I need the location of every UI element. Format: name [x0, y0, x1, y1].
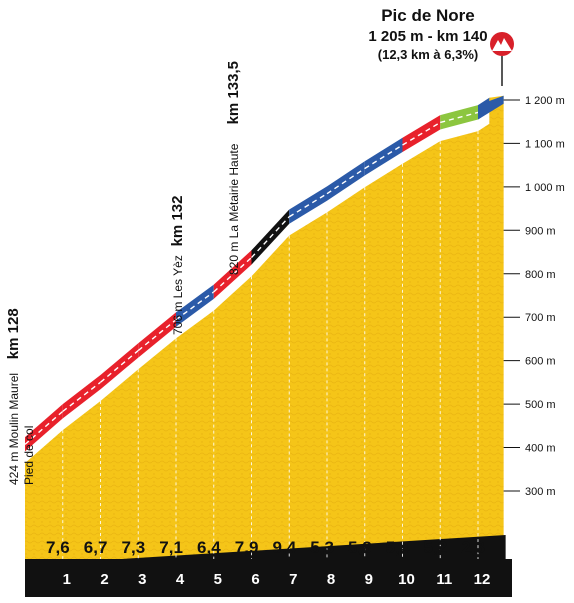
gradient-label: 9,4	[273, 538, 297, 557]
km-marker-label: 5	[214, 571, 222, 588]
km-marker-label: 6	[251, 571, 259, 588]
y-tick-label: 600 m	[525, 356, 556, 368]
y-tick-label: 1 000 m	[525, 182, 565, 194]
road-centerline	[137, 319, 177, 352]
y-tick-label: 1 200 m	[525, 95, 565, 107]
km-marker-label: 9	[365, 571, 373, 588]
gradient-label: 7,9	[235, 538, 259, 557]
gradient-label: 5,8	[348, 538, 372, 557]
waypoint-note: Pied de col	[22, 426, 36, 485]
waypoint-name: 424 m Moulin Maurel	[7, 373, 21, 485]
gradient-label: 6,4	[197, 538, 221, 557]
km-base-strip	[25, 565, 512, 597]
road-centerline	[440, 111, 479, 124]
waypoint-km: km 133,5	[225, 61, 242, 124]
road-segment	[25, 404, 63, 452]
km-marker-label: 12	[474, 571, 491, 588]
chart-subtitle: 1 205 m - km 140	[368, 28, 487, 45]
waypoint-name: 706 m Les Yèz	[171, 255, 185, 335]
waypoint-name: 820 m La Métairie Haute	[227, 143, 241, 275]
chart-subtitle-gradient: (12,3 km à 6,3%)	[378, 47, 478, 62]
y-tick-label: 300 m	[525, 486, 556, 498]
road-segment	[213, 250, 252, 299]
road-segment	[62, 374, 101, 419]
mountain-summit-icon	[490, 32, 514, 86]
road-centerline	[62, 381, 101, 412]
gradient-label: 5,3	[310, 538, 334, 557]
gradient-label: 7,6	[46, 538, 70, 557]
gradient-label: 5,2	[424, 538, 448, 557]
road-centerline	[402, 121, 441, 146]
km-marker-label: 1	[63, 571, 71, 588]
km-base-top	[25, 559, 512, 565]
km-marker-label: 10	[398, 571, 415, 588]
gradient-label: 2,3	[461, 538, 485, 557]
y-tick-label: 400 m	[525, 443, 556, 455]
waypoint-km: km 132	[169, 196, 186, 247]
y-tick-label: 800 m	[525, 269, 556, 281]
waypoint-label: 424 m Moulin Maurel km 128 Pied de col	[5, 308, 36, 485]
waypoint-km: km 128	[5, 308, 22, 359]
road-centerline	[175, 291, 215, 321]
road-centerline	[288, 193, 328, 218]
y-tick-label: 500 m	[525, 399, 556, 411]
waypoint-label: 820 m La Métairie Haute km 133,5	[225, 61, 242, 275]
y-tick-label: 700 m	[525, 312, 556, 324]
km-marker-label: 3	[138, 571, 146, 588]
road-segment	[100, 343, 139, 390]
road-segment	[138, 312, 176, 358]
y-tick-label: 900 m	[525, 225, 556, 237]
gradient-label: 5,4	[386, 538, 410, 557]
road-centerline	[326, 167, 366, 195]
gradient-label: 7,3	[122, 538, 146, 557]
km-marker-label: 7	[289, 571, 297, 588]
chart-title: Pic de Nore	[381, 6, 475, 25]
km-marker-label: 11	[436, 571, 452, 588]
waypoint-label: 706 m Les Yèz km 132	[169, 196, 186, 335]
km-marker-label: 4	[176, 571, 185, 588]
gradient-label: 6,7	[84, 538, 108, 557]
road-centerline	[250, 216, 290, 259]
gradient-label: 7,1	[159, 538, 183, 557]
km-marker-label: 2	[100, 571, 108, 588]
road-segment	[176, 284, 214, 327]
road-centerline	[364, 144, 403, 170]
road-summit-cap	[478, 95, 504, 120]
y-tick-label: 1 100 m	[525, 138, 565, 150]
km-marker-label: 8	[327, 571, 335, 588]
profile-area	[25, 95, 504, 565]
